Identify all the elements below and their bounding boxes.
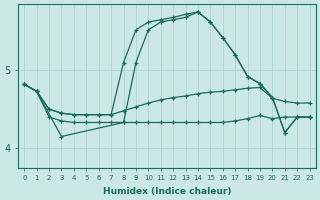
X-axis label: Humidex (Indice chaleur): Humidex (Indice chaleur) — [103, 187, 231, 196]
